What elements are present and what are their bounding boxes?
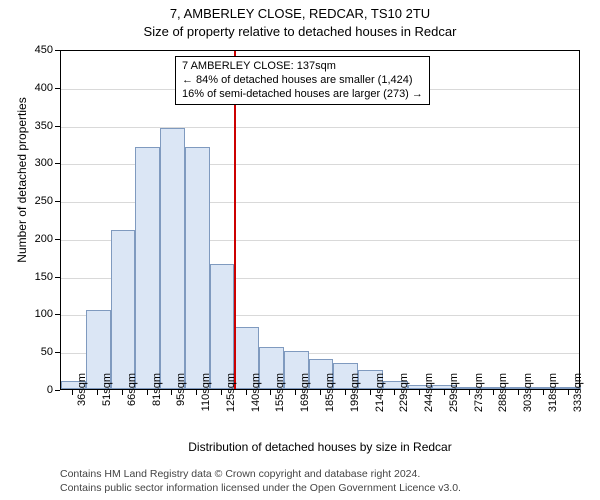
histogram-bar (111, 230, 136, 389)
histogram-bar (135, 147, 160, 389)
x-tick-label: 125sqm (225, 373, 237, 423)
x-tick-label: 199sqm (349, 373, 361, 423)
x-tick-mark (320, 390, 321, 395)
y-tick-mark (55, 239, 60, 240)
y-tick-label: 0 (25, 384, 53, 396)
x-tick-label: 169sqm (299, 373, 311, 423)
x-tick-label: 155sqm (274, 373, 286, 423)
x-axis-title: Distribution of detached houses by size … (60, 440, 580, 454)
x-tick-mark (97, 390, 98, 395)
x-tick-label: 259sqm (448, 373, 460, 423)
x-tick-label: 244sqm (423, 373, 435, 423)
y-tick-label: 250 (25, 195, 53, 207)
x-tick-mark (72, 390, 73, 395)
x-tick-mark (493, 390, 494, 395)
x-tick-label: 214sqm (374, 373, 386, 423)
y-tick-label: 350 (25, 120, 53, 132)
x-tick-mark (295, 390, 296, 395)
y-tick-label: 400 (25, 82, 53, 94)
x-tick-mark (171, 390, 172, 395)
y-tick-label: 200 (25, 233, 53, 245)
x-tick-mark (543, 390, 544, 395)
y-tick-label: 150 (25, 271, 53, 283)
x-tick-mark (270, 390, 271, 395)
annotation-box: 7 AMBERLEY CLOSE: 137sqm← 84% of detache… (175, 56, 430, 105)
x-tick-label: 110sqm (200, 373, 212, 423)
annotation-line: 16% of semi-detached houses are larger (… (182, 88, 423, 102)
x-tick-mark (419, 390, 420, 395)
y-tick-mark (55, 201, 60, 202)
x-tick-mark (221, 390, 222, 395)
x-tick-mark (518, 390, 519, 395)
annotation-line: 7 AMBERLEY CLOSE: 137sqm (182, 60, 423, 74)
x-tick-label: 66sqm (126, 373, 138, 423)
x-tick-mark (196, 390, 197, 395)
x-tick-mark (469, 390, 470, 395)
x-tick-label: 36sqm (76, 373, 88, 423)
chart-container: 7, AMBERLEY CLOSE, REDCAR, TS10 2TU Size… (0, 0, 600, 500)
y-tick-mark (55, 126, 60, 127)
x-tick-mark (246, 390, 247, 395)
y-tick-mark (55, 50, 60, 51)
x-tick-label: 140sqm (250, 373, 262, 423)
y-tick-label: 100 (25, 308, 53, 320)
annotation-line: ← 84% of detached houses are smaller (1,… (182, 74, 423, 88)
x-tick-mark (147, 390, 148, 395)
x-tick-label: 95sqm (175, 373, 187, 423)
x-tick-mark (444, 390, 445, 395)
x-tick-mark (122, 390, 123, 395)
x-tick-mark (568, 390, 569, 395)
histogram-bar (210, 264, 235, 389)
y-tick-mark (55, 390, 60, 391)
y-tick-mark (55, 88, 60, 89)
x-tick-label: 288sqm (497, 373, 509, 423)
y-tick-mark (55, 314, 60, 315)
x-tick-label: 229sqm (398, 373, 410, 423)
y-tick-label: 450 (25, 44, 53, 56)
gridline (61, 127, 579, 128)
x-tick-label: 51sqm (101, 373, 113, 423)
x-tick-label: 318sqm (547, 373, 559, 423)
x-tick-label: 333sqm (572, 373, 584, 423)
y-tick-mark (55, 163, 60, 164)
histogram-bar (160, 128, 185, 389)
x-tick-label: 81sqm (151, 373, 163, 423)
y-tick-label: 300 (25, 157, 53, 169)
footer-line-1: Contains HM Land Registry data © Crown c… (60, 468, 420, 480)
chart-subtitle: Size of property relative to detached ho… (0, 24, 600, 39)
footer-line-2: Contains public sector information licen… (60, 482, 461, 494)
x-tick-label: 303sqm (522, 373, 534, 423)
histogram-bar (185, 147, 210, 389)
y-tick-mark (55, 277, 60, 278)
y-tick-label: 50 (25, 346, 53, 358)
x-tick-label: 273sqm (473, 373, 485, 423)
chart-title: 7, AMBERLEY CLOSE, REDCAR, TS10 2TU (0, 6, 600, 21)
x-tick-mark (394, 390, 395, 395)
x-tick-label: 185sqm (324, 373, 336, 423)
x-tick-mark (345, 390, 346, 395)
x-tick-mark (370, 390, 371, 395)
y-tick-mark (55, 352, 60, 353)
